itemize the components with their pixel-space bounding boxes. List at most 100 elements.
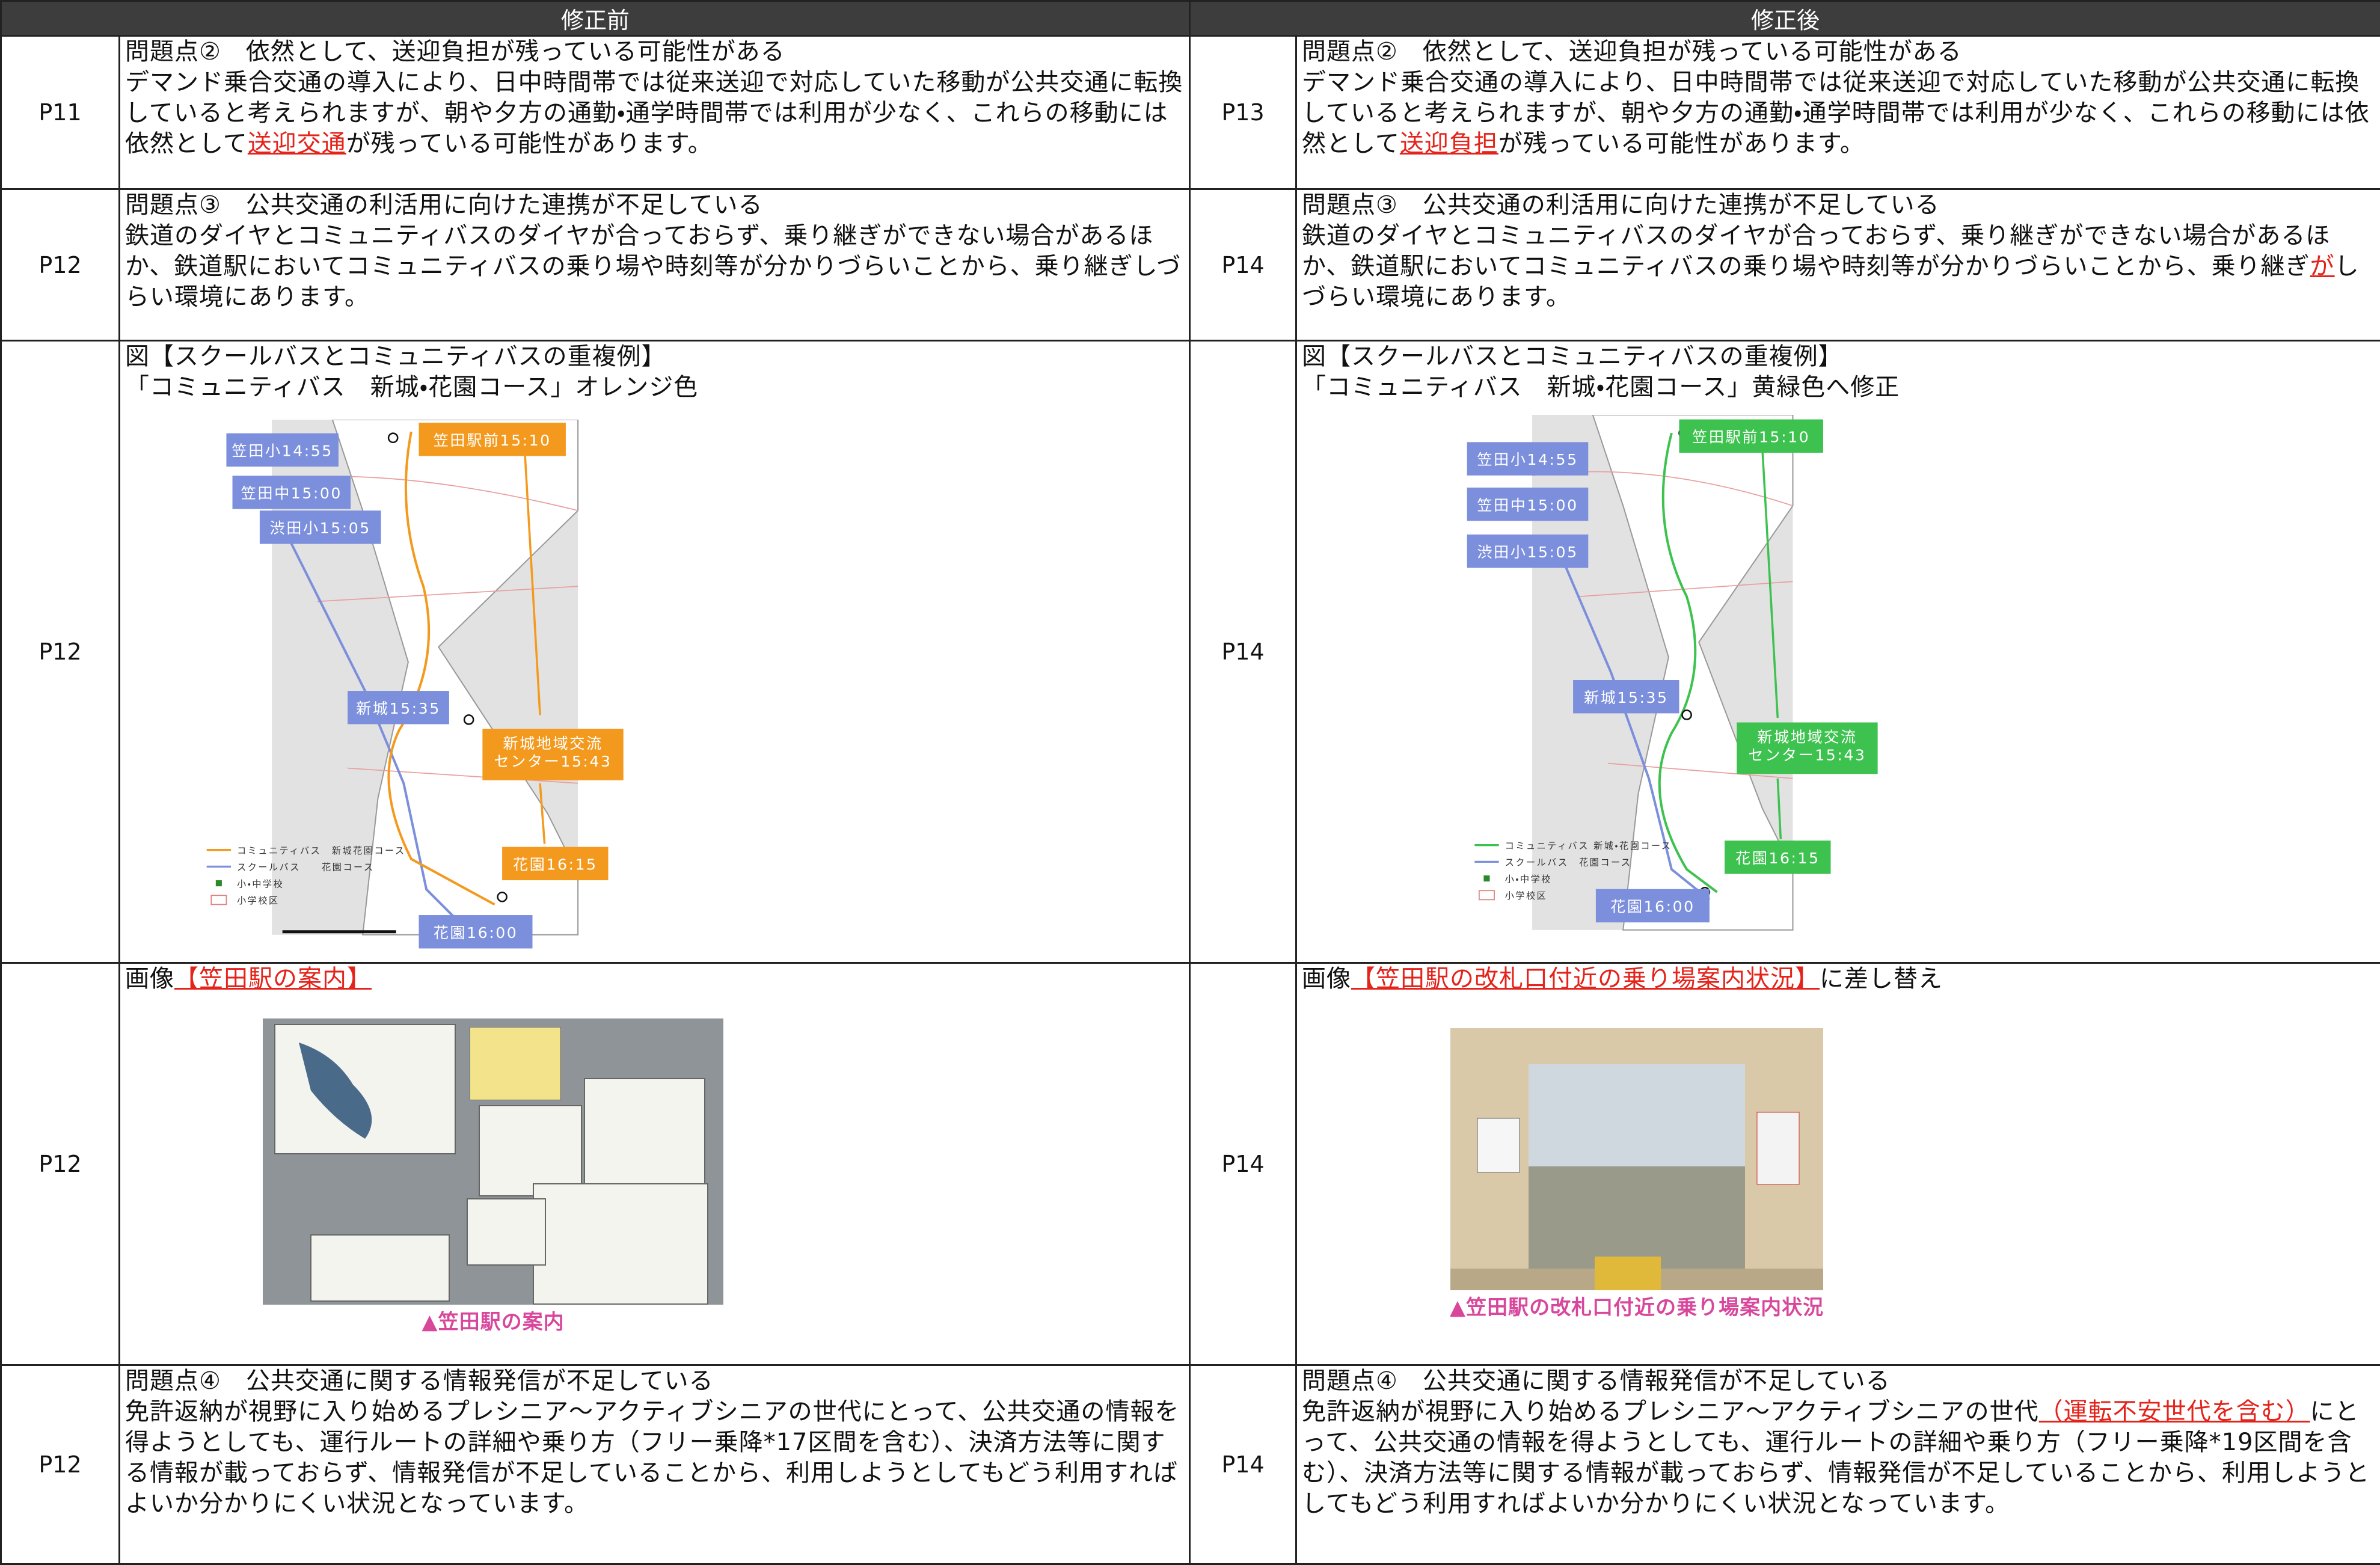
- item-title: 問題点④ 公共交通に関する情報発信が不足している: [1302, 1366, 2375, 1397]
- photo-poster: [311, 1235, 449, 1301]
- map-label: 渋田小15:05: [1477, 544, 1578, 561]
- item-body: 免許返納が視野に入り始めるプレシニア～アクティブシニアの世代（運転不安世代を含む…: [1302, 1397, 2375, 1519]
- item-title: 問題点③ 公共交通の利活用に向けた連携が不足している: [1302, 190, 2375, 221]
- item-title: 図【スクールバスとコミュニティバスの重複例】: [125, 341, 1184, 372]
- page-number: P12: [1, 189, 120, 341]
- map-label: 花園16:15: [1735, 850, 1820, 867]
- page-number: P14: [1190, 1365, 1296, 1564]
- text-segment: が残っている可能性があります。: [1498, 130, 1865, 158]
- map-label: 笠田駅前15:10: [434, 432, 551, 449]
- item-note: 「コミュニティバス 新城・花園コース」黄緑色へ修正: [1302, 372, 2375, 403]
- map-label: 新城地域交流: [503, 735, 603, 752]
- item-title: 問題点② 依然として、送迎負担が残っている可能性がある: [125, 37, 1184, 67]
- item-body: デマンド乗合交通の導入により、日中時間帯では従来送迎で対応していた移動が公共交通…: [1302, 67, 2375, 159]
- legend-label: スクールバス 花園コース: [1505, 857, 1632, 868]
- legend-label: 小学校区: [1505, 890, 1548, 901]
- before-content: 問題点③ 公共交通の利活用に向けた連携が不足している鉄道のダイヤとコミュニティバ…: [120, 189, 1190, 341]
- item-body: 鉄道のダイヤとコミュニティバスのダイヤが合っておらず、乗り継ぎができない場合があ…: [125, 221, 1184, 313]
- header-row: 修正前 修正後: [1, 1, 2380, 36]
- item-title: 図【スクールバスとコミュニティバスの重複例】: [1302, 341, 2375, 372]
- text-segment: に差し替え: [1820, 965, 1943, 993]
- text-segment: 画像: [125, 965, 174, 993]
- photo-poster: [467, 1199, 545, 1265]
- emphasized-text: 送迎負担: [1400, 130, 1498, 158]
- legend-label: 小学校区: [237, 895, 280, 906]
- photo-poster: [1757, 1112, 1799, 1184]
- map-label: センター15:43: [494, 753, 612, 770]
- emphasized-text: （運転不安世代を含む）: [2039, 1398, 2310, 1426]
- stop-marker: [1682, 710, 1691, 719]
- item-title: 問題点④ 公共交通に関する情報発信が不足している: [125, 1366, 1184, 1397]
- map-label: センター15:43: [1748, 747, 1866, 764]
- after-content: 問題点④ 公共交通に関する情報発信が不足している免許返納が視野に入り始めるプレシ…: [1296, 1365, 2380, 1564]
- photo-field: [1529, 1166, 1745, 1269]
- map-label: 笠田中15:00: [241, 485, 342, 502]
- legend-swatch: [1479, 890, 1494, 899]
- page-number: P12: [1, 963, 120, 1365]
- photo-sign: [470, 1028, 560, 1100]
- legend-label: 小・中学校: [1505, 874, 1552, 884]
- page-number: P14: [1190, 189, 1296, 341]
- legend-label: スクールバス 花園コース: [237, 862, 374, 873]
- after-content: 問題点③ 公共交通の利活用に向けた連携が不足している鉄道のダイヤとコミュニティバ…: [1296, 189, 2380, 341]
- photo-timetable: [1477, 1118, 1520, 1172]
- text-segment: 鉄道のダイヤとコミュニティバスのダイヤが合っておらず、乗り継ぎができない場合があ…: [125, 222, 1181, 311]
- map-label: 新城15:35: [1584, 689, 1669, 706]
- map-label: 渋田小15:05: [270, 519, 371, 537]
- text-segment: 鉄道のダイヤとコミュニティバスのダイヤが合っておらず、乗り継ぎができない場合があ…: [1302, 222, 2330, 280]
- page-number: P12: [1, 341, 120, 963]
- map-label: 笠田中15:00: [1477, 497, 1578, 514]
- map-label: 笠田駅前15:10: [1692, 428, 1810, 446]
- after-content: 画像【笠田駅の改札口付近の乗り場案内状況】に差し替え ▲笠田駅の改札口付近の乗り場…: [1296, 963, 2380, 1365]
- emphasized-text: 【笠田駅の改札口付近の乗り場案内状況】: [1351, 965, 1820, 993]
- photo-tactile: [1595, 1257, 1661, 1290]
- header-before: 修正前: [1, 1, 1190, 36]
- item-body: デマンド乗合交通の導入により、日中時間帯では従来送迎で対応していた移動が公共交通…: [125, 67, 1184, 159]
- photo: ▲笠田駅の案内: [263, 1018, 723, 1341]
- photo-caption: ▲笠田駅の案内: [422, 1310, 564, 1334]
- text-segment: 免許返納が視野に入り始めるプレシニア～アクティブシニアの世代にとって、公共交通の…: [125, 1398, 1179, 1518]
- legend-swatch: [211, 895, 226, 904]
- before-content: 図【スクールバスとコミュニティバスの重複例】「コミュニティバス 新城・花園コース…: [120, 341, 1190, 963]
- page-number: P13: [1190, 36, 1296, 189]
- item-body: 鉄道のダイヤとコミュニティバスのダイヤが合っておらず、乗り継ぎができない場合があ…: [1302, 221, 2375, 313]
- page-number: P12: [1, 1365, 120, 1564]
- legend-swatch: [1483, 875, 1489, 881]
- after-content: 問題点② 依然として、送迎負担が残っている可能性があるデマンド乗合交通の導入によ…: [1296, 36, 2380, 189]
- page-number: P14: [1190, 963, 1296, 1365]
- legend-label: コミュニティバス 新城花園コース: [237, 845, 405, 856]
- route-map: 笠田小14:55 笠田中15:00 渋田小15:05 笠田駅前15:10 新城15:35…: [1459, 415, 1899, 945]
- legend-swatch: [216, 880, 222, 886]
- header-after: 修正後: [1190, 1, 2380, 36]
- item-body: 免許返納が視野に入り始めるプレシニア～アクティブシニアの世代にとって、公共交通の…: [125, 1397, 1184, 1519]
- text-segment: 免許返納が視野に入り始めるプレシニア～アクティブシニアの世代: [1302, 1398, 2039, 1426]
- emphasized-text: 送迎交通: [248, 130, 346, 158]
- stop-marker: [498, 892, 507, 901]
- before-content: 画像【笠田駅の案内】 ▲笠田駅の案内: [120, 963, 1190, 1365]
- map-label: 新城地域交流: [1757, 728, 1857, 746]
- item-title: 問題点② 依然として、送迎負担が残っている可能性がある: [1302, 37, 2375, 67]
- photo-poster: [533, 1184, 708, 1304]
- legend-label: コミュニティバス 新城・花園コース: [1505, 841, 1672, 851]
- item-note: 「コミュニティバス 新城・花園コース」オレンジ色: [125, 372, 1184, 403]
- item-heading: 画像【笠田駅の案内】: [125, 964, 1184, 994]
- legend-label: 小・中学校: [237, 878, 284, 889]
- photo-poster: [584, 1079, 705, 1187]
- map-label: 笠田小14:55: [1477, 451, 1578, 468]
- item-title: 問題点③ 公共交通の利活用に向けた連携が不足している: [125, 190, 1184, 221]
- map-label: 花園16:00: [1610, 898, 1695, 916]
- text-segment: 画像: [1302, 965, 1351, 993]
- photo-caption: ▲笠田駅の改札口付近の乗り場案内状況: [1450, 1296, 1823, 1320]
- map-label: 笠田小14:55: [232, 442, 333, 459]
- before-content: 問題点④ 公共交通に関する情報発信が不足している免許返納が視野に入り始めるプレシ…: [120, 1365, 1190, 1564]
- page-number: P14: [1190, 341, 1296, 963]
- page-number: P11: [1, 36, 120, 189]
- before-content: 問題点② 依然として、送迎負担が残っている可能性があるデマンド乗合交通の導入によ…: [120, 36, 1190, 189]
